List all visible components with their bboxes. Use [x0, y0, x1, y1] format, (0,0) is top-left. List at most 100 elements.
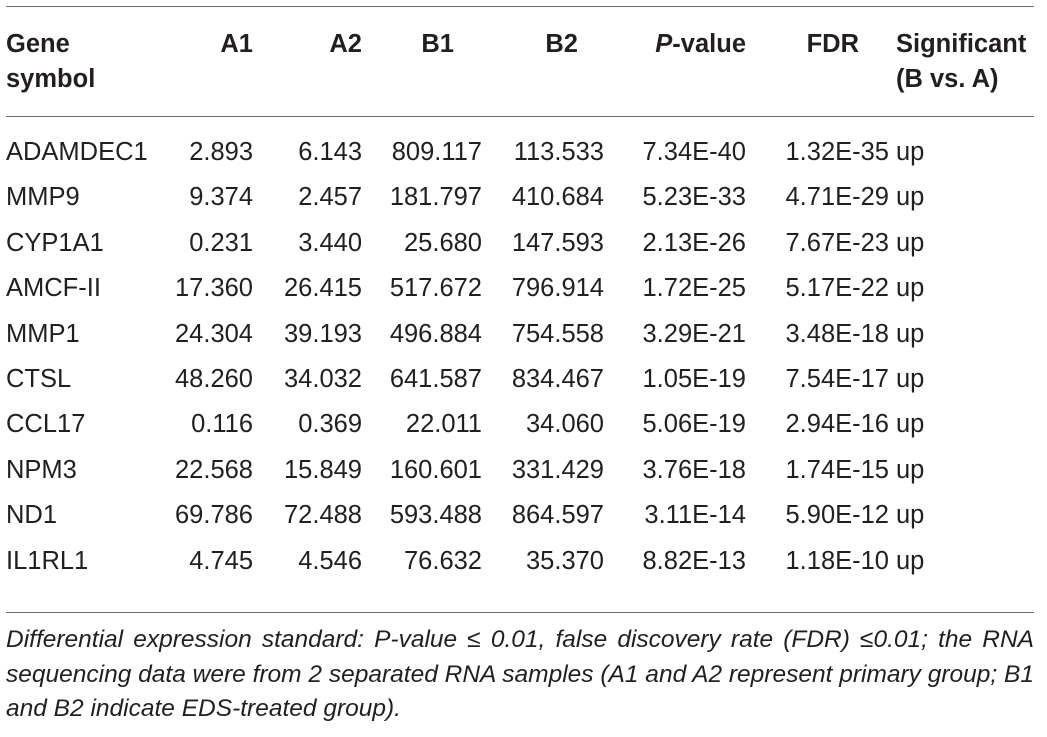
cell-b2: 754.558: [511, 319, 604, 348]
cell-b2: 113.533: [513, 138, 604, 166]
table-row: ADAMDEC1 2.893 6.143 809.117 113.533 7.34E-40…: [0, 116, 1040, 175]
cell-b2: 834.467: [511, 365, 604, 394]
cell-fdr: 3.48E-18: [785, 319, 890, 348]
cell-b1: 809.117: [391, 138, 482, 166]
cell-gene: MMP1: [6, 319, 80, 348]
cell-a2: 3.440: [298, 228, 362, 257]
cell-pvalue: 3.76E-18: [642, 455, 747, 484]
cell-pvalue: 8.82E-13: [642, 546, 747, 575]
table-row: ND1 69.786 72.488 593.488 864.597 3.11E-14 5.9…: [0, 493, 1040, 538]
cell-a2: 26.415: [284, 274, 362, 303]
cell-b2: 410.684: [511, 183, 604, 212]
table-row: MMP1 24.304 39.193 496.884 754.558 3.29E-21 3.…: [0, 312, 1040, 357]
cell-b1: 160.601: [389, 455, 482, 484]
cell-a1: 4.745: [189, 546, 253, 575]
cell-a1: 17.360: [175, 274, 253, 303]
cell-b2: 796.914: [511, 274, 604, 303]
cell-b2: 147.593: [511, 228, 604, 257]
cell-significant: up: [896, 546, 925, 575]
cell-a1: 9.374: [189, 183, 253, 212]
cell-a1: 24.304: [175, 319, 253, 348]
cell-significant: up: [896, 274, 925, 303]
cell-significant: up: [896, 183, 925, 212]
cell-significant: up: [896, 365, 925, 394]
table-footnote: Differential expression standard: P-valu…: [6, 626, 1034, 722]
table-row: CTSL 48.260 34.032 641.587 834.467 1.05E-19 7.…: [0, 357, 1040, 402]
cell-significant: up: [896, 455, 925, 484]
cell-gene: CTSL: [6, 365, 72, 394]
cell-pvalue: 7.34E-40: [642, 138, 747, 166]
cell-a2: 6.143: [298, 138, 362, 166]
cell-fdr: 7.54E-17: [785, 365, 890, 394]
header-gene-symbol: Gene symbol: [6, 30, 96, 93]
cell-b1: 496.884: [389, 319, 482, 348]
cell-gene: MMP9: [6, 183, 80, 212]
cell-b1: 593.488: [389, 501, 482, 530]
cell-a1: 69.786: [175, 501, 253, 530]
header-pvalue: P-value: [655, 30, 746, 58]
cell-gene: CYP1A1: [6, 228, 104, 257]
cell-a1: 0.116: [191, 410, 253, 439]
header-b2: B2: [545, 30, 578, 58]
cell-fdr: 7.67E-23: [785, 228, 890, 257]
table-header-row: Gene symbol A1 A2 B1 B2 P-value FDR Signi…: [0, 0, 1040, 116]
cell-a2: 15.849: [284, 455, 362, 484]
cell-pvalue: 5.23E-33: [642, 183, 747, 212]
cell-a2: 72.488: [284, 501, 362, 530]
cell-pvalue: 2.13E-26: [642, 228, 747, 257]
header-a2: A2: [329, 30, 362, 58]
cell-a1: 2.893: [189, 138, 253, 166]
cell-gene: AMCF-II: [6, 274, 101, 303]
cell-significant: up: [896, 138, 925, 166]
cell-fdr: 5.90E-12: [785, 501, 890, 530]
bottom-rule: [6, 612, 1034, 613]
header-significant: Significant (B vs. A): [896, 30, 1027, 93]
cell-fdr: 1.18E-10: [785, 546, 890, 575]
table-row: MMP9 9.374 2.457 181.797 410.684 5.23E-33 4.71…: [0, 175, 1040, 220]
cell-b1: 25.680: [404, 228, 482, 257]
header-fdr: FDR: [806, 30, 859, 58]
cell-gene: NPM3: [6, 455, 77, 484]
cell-a2: 34.032: [284, 365, 362, 394]
cell-a2: 39.193: [284, 319, 362, 348]
table-row: IL1RL1 4.745 4.546 76.632 35.370 8.82E-13 1.18…: [0, 539, 1040, 584]
cell-pvalue: 1.72E-25: [642, 274, 747, 303]
cell-gene: ADAMDEC1: [6, 138, 148, 166]
cell-b1: 641.587: [389, 365, 482, 394]
cell-fdr: 1.32E-35: [785, 138, 890, 166]
header-b1: B1: [421, 30, 454, 58]
cell-pvalue: 5.06E-19: [642, 410, 747, 439]
cell-pvalue: 1.05E-19: [642, 365, 747, 394]
cell-significant: up: [896, 319, 925, 348]
table-row: NPM3 22.568 15.849 160.601 331.429 3.76E-18 1.…: [0, 448, 1040, 493]
cell-a2: 0.369: [298, 410, 362, 439]
table-row: AMCF-II 17.360 26.415 517.672 796.914 1.72E-2…: [0, 266, 1040, 311]
cell-significant: up: [896, 501, 925, 530]
cell-significant: up: [896, 410, 925, 439]
cell-b2: 34.060: [526, 410, 604, 439]
table-row: CCL17 0.116 0.369 22.011 34.060 5.06E-19 2.94E…: [0, 402, 1040, 447]
cell-pvalue: 3.29E-21: [642, 319, 747, 348]
cell-a1: 0.231: [189, 228, 253, 257]
cell-b1: 76.632: [404, 546, 482, 575]
cell-b2: 331.429: [511, 455, 604, 484]
top-rule: [6, 6, 1034, 7]
cell-significant: up: [896, 228, 925, 257]
cell-b1: 181.797: [389, 183, 482, 212]
cell-a1: 48.260: [175, 365, 253, 394]
cell-a1: 22.568: [175, 455, 253, 484]
cell-fdr: 5.17E-22: [785, 274, 890, 303]
table-row: CYP1A1 0.231 3.440 25.680 147.593 2.13E-26 7.6…: [0, 221, 1040, 266]
cell-pvalue: 3.11E-14: [644, 501, 746, 530]
cell-b2: 35.370: [526, 546, 604, 575]
cell-gene: IL1RL1: [6, 546, 89, 575]
gene-expression-table: Gene symbol A1 A2 B1 B2 P-value FDR Signi…: [0, 0, 1040, 584]
cell-b1: 517.672: [389, 274, 482, 303]
cell-gene: ND1: [6, 501, 58, 530]
header-a1: A1: [220, 30, 253, 58]
cell-b2: 864.597: [511, 501, 604, 530]
cell-fdr: 1.74E-15: [785, 455, 890, 484]
cell-a2: 2.457: [298, 183, 362, 212]
cell-gene: CCL17: [6, 410, 86, 439]
